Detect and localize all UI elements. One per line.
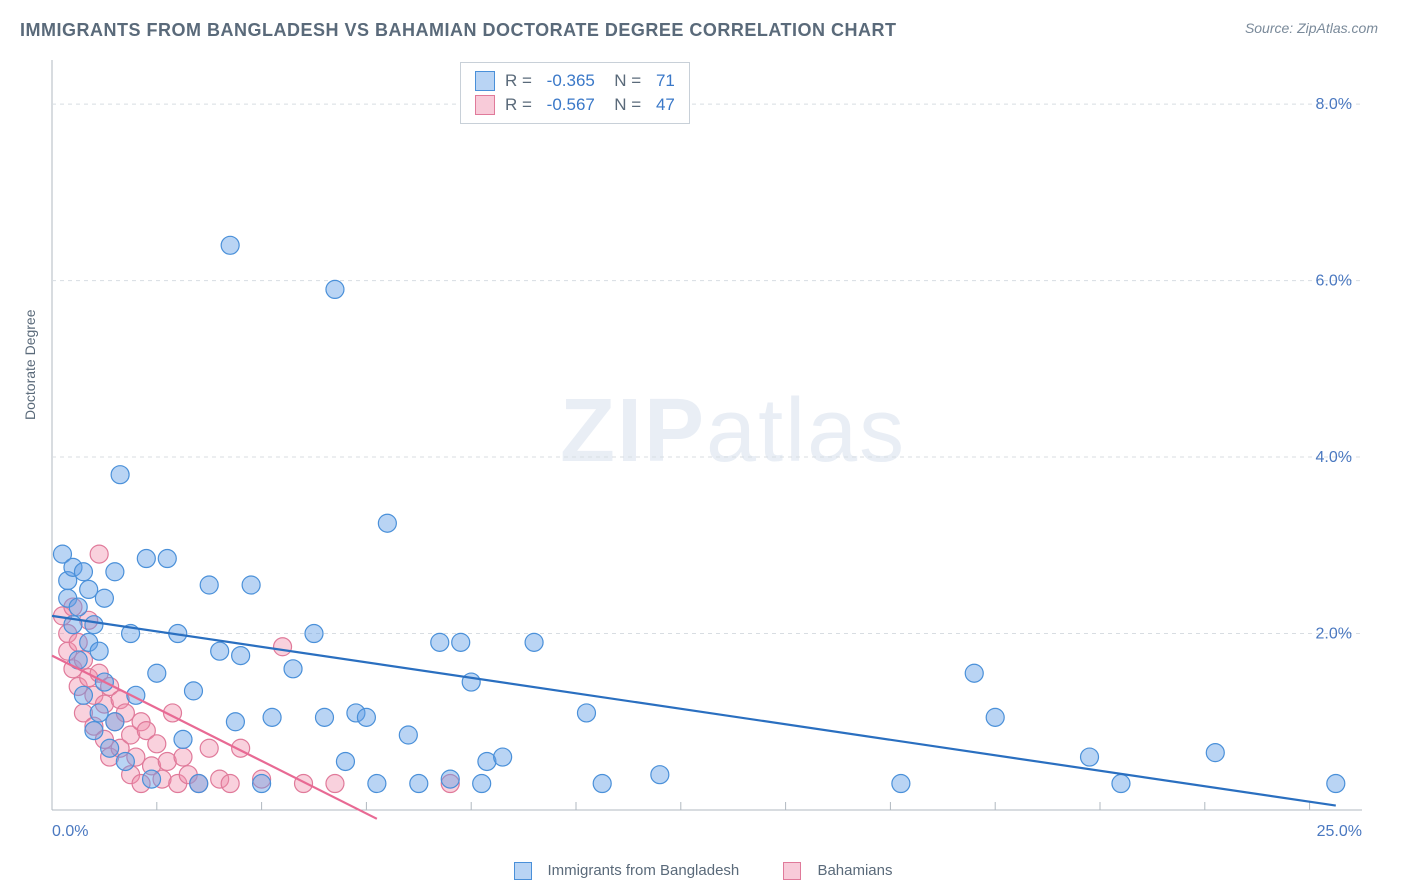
source-attribution: Source: ZipAtlas.com xyxy=(1245,20,1378,36)
stat-r-blue: -0.365 xyxy=(547,69,595,93)
swatch-pink-icon xyxy=(783,862,801,880)
stats-legend: R = -0.365 N = 71 R = -0.567 N = 47 xyxy=(460,62,690,124)
swatch-blue-icon xyxy=(475,71,495,91)
svg-text:25.0%: 25.0% xyxy=(1317,823,1362,840)
svg-text:6.0%: 6.0% xyxy=(1316,273,1352,290)
source-label: Source: xyxy=(1245,20,1297,36)
legend-item-blue: Immigrants from Bangladesh xyxy=(504,862,750,879)
chart-title: IMMIGRANTS FROM BANGLADESH VS BAHAMIAN D… xyxy=(20,20,897,41)
svg-text:4.0%: 4.0% xyxy=(1316,449,1352,466)
stat-n-blue: 71 xyxy=(656,69,675,93)
scatter-chart-svg: 2.0%4.0%6.0%8.0%0.0%25.0% xyxy=(52,60,1362,810)
bottom-legend: Immigrants from Bangladesh Bahamians xyxy=(0,862,1406,880)
legend-label-blue: Immigrants from Bangladesh xyxy=(548,862,740,879)
svg-text:0.0%: 0.0% xyxy=(52,823,88,840)
stats-row-blue: R = -0.365 N = 71 xyxy=(475,69,675,93)
stat-n-label: N = xyxy=(605,69,646,93)
source-value: ZipAtlas.com xyxy=(1297,20,1378,36)
stats-row-pink: R = -0.567 N = 47 xyxy=(475,93,675,117)
svg-text:8.0%: 8.0% xyxy=(1316,96,1352,113)
stat-r-pink: -0.567 xyxy=(547,93,595,117)
swatch-pink-icon xyxy=(475,95,495,115)
stat-n-label: N = xyxy=(605,93,646,117)
chart-plot-area: 2.0%4.0%6.0%8.0%0.0%25.0% xyxy=(52,60,1372,820)
stat-r-label: R = xyxy=(505,69,537,93)
legend-item-pink: Bahamians xyxy=(773,862,902,879)
swatch-blue-icon xyxy=(514,862,532,880)
stat-n-pink: 47 xyxy=(656,93,675,117)
legend-label-pink: Bahamians xyxy=(817,862,892,879)
y-axis-label: Doctorate Degree xyxy=(22,309,38,420)
stat-r-label: R = xyxy=(505,93,537,117)
svg-text:2.0%: 2.0% xyxy=(1316,626,1352,643)
